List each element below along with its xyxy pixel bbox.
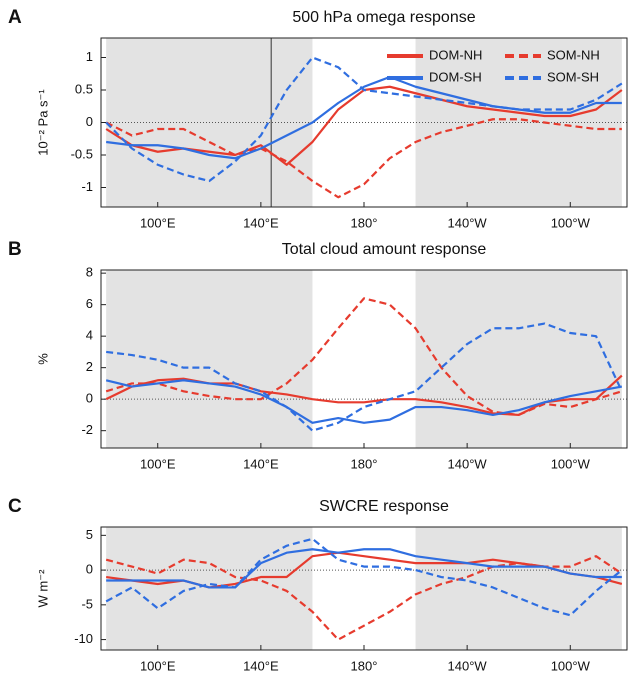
- x-tick-label: 180°: [351, 456, 378, 471]
- legend-label: SOM-SH: [547, 69, 599, 84]
- y-tick-label: 0.5: [75, 81, 93, 96]
- y-axis-label: 10⁻² Pa s⁻¹: [35, 89, 50, 156]
- data-line: [105, 537, 623, 617]
- x-tick-label: 180°: [351, 215, 378, 230]
- x-tick-label: 100°W: [551, 456, 591, 471]
- y-tick-label: 6: [86, 296, 93, 311]
- y-tick-label: 5: [86, 527, 93, 542]
- shaded-region: [106, 270, 313, 448]
- data-line: [105, 555, 623, 641]
- y-tick-label: 1: [86, 49, 93, 64]
- data-line: [105, 297, 623, 417]
- data-line: [105, 379, 623, 424]
- data-line: [106, 548, 622, 589]
- legend-label: DOM-SH: [429, 69, 482, 84]
- y-tick-label: -10: [74, 631, 93, 646]
- y-tick-label: -2: [81, 422, 93, 437]
- x-tick-label: 140°W: [448, 215, 488, 230]
- x-tick-label: 100°E: [140, 456, 176, 471]
- y-tick-label: -0.5: [71, 146, 93, 161]
- panel-letter: A: [8, 7, 22, 28]
- y-tick-label: 0: [86, 562, 93, 577]
- x-tick-label: 100°W: [551, 658, 591, 673]
- legend-label: SOM-NH: [547, 47, 600, 62]
- y-tick-label: 4: [86, 328, 93, 343]
- y-tick-label: -5: [81, 596, 93, 611]
- x-tick-label: 140°E: [243, 215, 279, 230]
- y-tick-label: 0: [86, 391, 93, 406]
- chart-title: 500 hPa omega response: [292, 9, 475, 26]
- data-line: [106, 75, 622, 160]
- panel-letter: C: [8, 496, 22, 517]
- shaded-region: [415, 527, 622, 650]
- x-tick-label: 100°E: [140, 658, 176, 673]
- y-tick-label: 0: [86, 114, 93, 129]
- data-line: [105, 56, 623, 183]
- x-tick-label: 140°W: [448, 456, 488, 471]
- y-tick-label: -1: [81, 179, 93, 194]
- panel-letter: B: [8, 239, 22, 260]
- legend-label: DOM-NH: [429, 47, 482, 62]
- x-tick-label: 140°E: [243, 456, 279, 471]
- chart-title: SWCRE response: [319, 498, 449, 515]
- data-line: [105, 118, 622, 199]
- chart-title: Total cloud amount response: [282, 241, 487, 258]
- y-tick-label: 2: [86, 359, 93, 374]
- y-axis-label: W m⁻²: [35, 569, 50, 608]
- x-tick-label: 100°W: [551, 215, 591, 230]
- x-tick-label: 100°E: [140, 215, 176, 230]
- y-tick-label: 8: [86, 265, 93, 280]
- x-tick-label: 140°W: [448, 658, 488, 673]
- y-axis-label: %: [35, 353, 50, 365]
- x-tick-label: 180°: [351, 658, 378, 673]
- x-tick-label: 140°E: [243, 658, 279, 673]
- shaded-region: [415, 270, 622, 448]
